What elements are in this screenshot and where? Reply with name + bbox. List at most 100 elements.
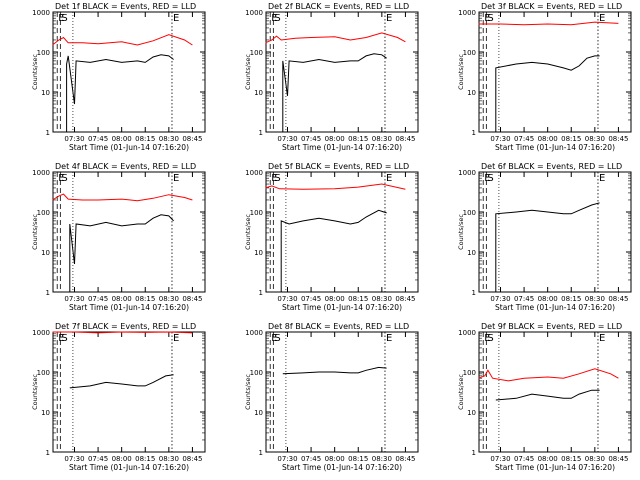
chart-3-xtick-label: 07:45 [514,135,534,143]
chart-4-ylabel: Counts/sec [31,214,39,250]
chart-2: Det 2f BLACK = Events, RED = LLD 1 10 100 10… [244,2,419,152]
chart-3-xtick-label: 08:30 [585,135,605,143]
chart-4-ytick-label: 1 [46,289,50,297]
chart-5-ytick-label: 1 [259,289,263,297]
chart-8-series-black [282,366,387,375]
chart-5-xtick-label: 07:30 [277,295,297,303]
chart-5-frame [265,171,419,293]
chart-4-series-black [69,214,174,292]
chart-4-xtick-label: 07:30 [64,295,84,303]
chart-3-xtick-label: 08:45 [608,135,628,143]
chart-8-ytick-label: 100 [250,369,263,377]
chart-5-ytick-label: 1000 [245,169,263,177]
chart-4-series-red [52,193,193,202]
chart-6-xtick-label: 07:45 [514,295,534,303]
chart-2-series-red [265,32,406,44]
chart-9-series-black [495,389,600,401]
chart-8-ylabel: Counts/sec [244,374,252,410]
chart-8-marker-label: S [274,333,280,344]
chart-8-ytick-label: 1000 [245,329,263,337]
chart-2-series-black [282,53,387,132]
chart-4-xtick-label: 07:45 [88,295,108,303]
chart-6-marker-label: S [487,173,493,184]
chart-5-ylabel: Counts/sec [244,214,252,250]
chart-3-marker-label: S [487,13,493,24]
chart-9-xtick-label: 08:30 [585,455,605,463]
chart-8-ytick-label: 1 [259,449,263,457]
chart-7-ylabel: Counts/sec [31,374,39,410]
chart-5-series-red [265,183,406,190]
chart-2-xtick-label: 08:45 [395,135,415,143]
chart-7-xtick-label: 08:30 [159,455,179,463]
chart-5-xtick-label: 07:45 [301,295,321,303]
chart-2-marker-label: S [274,13,280,24]
chart-2-xlabel: Start Time (01-Jun-14 07:16:20) [282,143,402,152]
chart-7-xtick-label: 07:45 [88,455,108,463]
chart-5: Det 5f BLACK = Events, RED = LLD 1 10 100 10… [244,162,419,312]
chart-6-marker-label: E [484,173,490,184]
chart-4: Det 4f BLACK = Events, RED = LLD 1 10 100 10… [31,162,206,312]
chart-4-xtick-label: 08:15 [135,295,155,303]
chart-2-xtick-label: 08:00 [325,135,345,143]
chart-7-ytick-label: 100 [37,369,50,377]
chart-2-xtick-label: 08:30 [372,135,392,143]
chart-9-ylabel: Counts/sec [457,374,465,410]
chart-2-ytick-label: 1000 [245,9,263,17]
chart-5-ytick-label: 100 [250,209,263,217]
chart-1-xlabel: Start Time (01-Jun-14 07:16:20) [69,143,189,152]
chart-1-ytick-label: 1 [46,129,50,137]
chart-8-xtick-label: 08:15 [348,455,368,463]
chart-6-xtick-label: 08:15 [561,295,581,303]
chart-4-frame [52,171,206,293]
chart-1-marker-label: E [173,13,179,24]
chart-9-ytick-label: 100 [463,369,476,377]
chart-6-xtick-label: 07:30 [490,295,510,303]
chart-5-marker-label: S [274,173,280,184]
chart-1-xtick-label: 08:15 [135,135,155,143]
chart-9-xtick-label: 08:00 [538,455,558,463]
chart-1-xtick-label: 08:45 [182,135,202,143]
chart-5-marker-label: E [271,173,277,184]
chart-8-xtick-label: 07:30 [277,455,297,463]
chart-1-xtick-label: 07:45 [88,135,108,143]
chart-3-ytick-label: 1000 [458,9,476,17]
chart-7-ytick-label: 1000 [32,329,50,337]
chart-1-xtick-label: 08:00 [112,135,132,143]
chart-9-marker-label: S [487,333,493,344]
chart-6-xlabel: Start Time (01-Jun-14 07:16:20) [495,303,615,312]
chart-9-xtick-label: 08:15 [561,455,581,463]
chart-3-ytick-label: 10 [467,89,476,97]
chart-6-title: Det 6f BLACK = Events, RED = LLD [481,162,622,171]
chart-7-ytick-label: 1 [46,449,50,457]
chart-7-title: Det 7f BLACK = Events, RED = LLD [55,322,196,331]
chart-3: Det 3f BLACK = Events, RED = LLD 1 10 100 10… [457,2,632,152]
chart-3-xtick-label: 07:30 [490,135,510,143]
chart-9-frame [478,331,632,453]
chart-2-xtick-label: 08:15 [348,135,368,143]
chart-9-marker-label: E [484,333,490,344]
chart-1-ylabel: Counts/sec [31,54,39,90]
chart-2-marker-label: E [271,13,277,24]
chart-4-ytick-label: 100 [37,209,50,217]
chart-8-xtick-label: 08:45 [395,455,415,463]
chart-9-marker-label: E [599,333,605,344]
chart-7-ytick-label: 10 [41,409,50,417]
chart-6-xtick-label: 08:45 [608,295,628,303]
chart-3-series-red [478,21,619,26]
chart-6-ytick-label: 1000 [458,169,476,177]
chart-7-xtick-label: 08:45 [182,455,202,463]
chart-4-xtick-label: 08:30 [159,295,179,303]
chart-6-ylabel: Counts/sec [457,214,465,250]
chart-9-title: Det 9f BLACK = Events, RED = LLD [481,322,622,331]
chart-4-marker-label: E [173,173,179,184]
chart-5-xtick-label: 08:30 [372,295,392,303]
chart-4-xlabel: Start Time (01-Jun-14 07:16:20) [69,303,189,312]
chart-8-xlabel: Start Time (01-Jun-14 07:16:20) [282,463,402,472]
chart-1-ytick-label: 10 [41,89,50,97]
chart-8-xtick-label: 08:30 [372,455,392,463]
chart-6-xtick-label: 08:00 [538,295,558,303]
chart-7-marker-label: S [61,333,67,344]
chart-5-title: Det 5f BLACK = Events, RED = LLD [268,162,409,171]
chart-1-series-black [66,54,174,132]
